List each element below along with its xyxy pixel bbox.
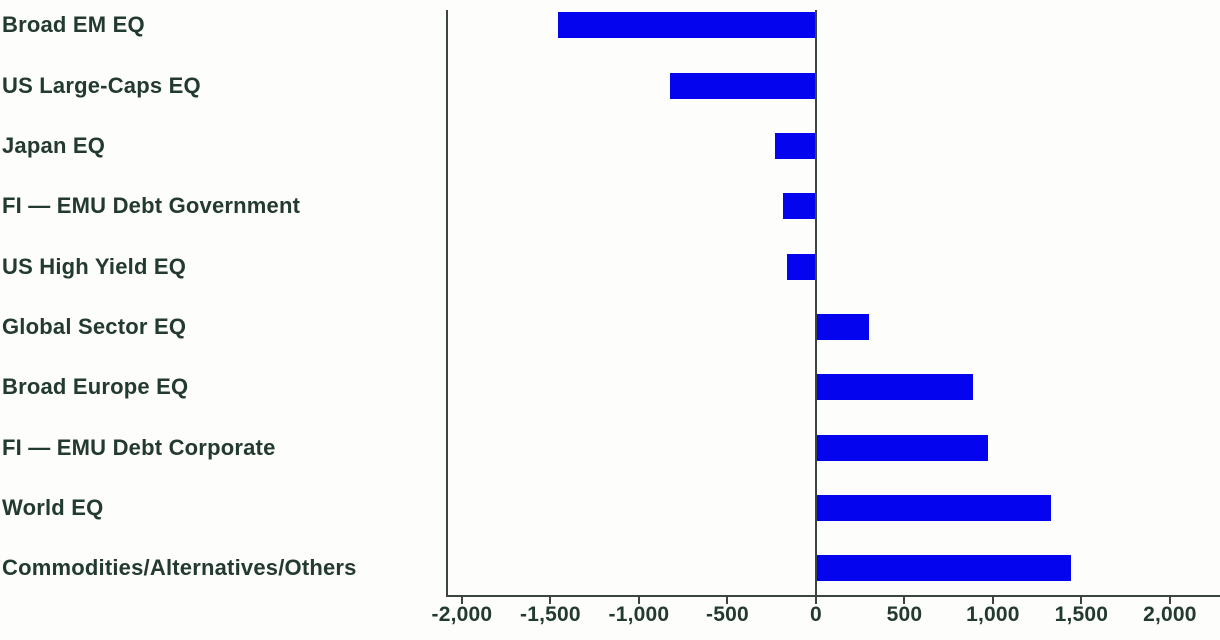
- x-axis-tick-label: -1,000: [608, 603, 670, 626]
- category-label: Broad Europe EQ: [2, 374, 189, 400]
- x-axis-tick-label: -1,500: [520, 603, 581, 626]
- bar-global-sector-eq: [815, 313, 869, 340]
- x-axis-tick: [991, 597, 994, 604]
- bar-commodities-alternatives-others: [815, 555, 1071, 582]
- bar-broad-europe-eq: [815, 374, 974, 401]
- bar-fi-emu-debt-government: [783, 193, 816, 220]
- category-label: Global Sector EQ: [2, 313, 187, 339]
- x-axis-tick: [814, 597, 817, 604]
- bar-japan-eq: [775, 132, 816, 159]
- bar-us-high-yield-eq: [786, 253, 816, 280]
- category-label: FI — EMU Debt Government: [2, 193, 301, 219]
- x-axis-tick-label: -500: [706, 603, 749, 626]
- category-label: Broad EM EQ: [2, 12, 145, 38]
- x-axis-line: [446, 595, 1220, 597]
- category-label: World EQ: [2, 494, 104, 520]
- x-axis-tick: [460, 597, 463, 604]
- x-axis-tick-label: 500: [886, 603, 923, 626]
- x-axis-tick: [726, 597, 729, 604]
- bar-fi-emu-debt-corporate: [815, 434, 989, 461]
- x-axis-tick: [637, 597, 640, 604]
- x-axis-tick: [1080, 597, 1083, 604]
- category-label: FI — EMU Debt Corporate: [2, 434, 276, 460]
- x-axis-tick: [1168, 597, 1171, 604]
- x-axis-tick-label: 0: [809, 603, 822, 626]
- y-axis-line: [446, 10, 448, 595]
- x-axis-tick-label: -2,000: [431, 603, 493, 626]
- category-label: US High Yield EQ: [2, 253, 187, 279]
- x-axis-tick: [903, 597, 906, 604]
- category-label: Commodities/Alternatives/Others: [2, 555, 357, 581]
- category-label: Japan EQ: [2, 132, 106, 158]
- x-axis-tick-label: 1,500: [1054, 603, 1109, 626]
- category-label: US Large-Caps EQ: [2, 72, 201, 98]
- zero-baseline: [814, 10, 817, 595]
- x-axis-tick-label: 1,000: [966, 603, 1020, 626]
- bar-broad-em-eq: [557, 12, 816, 39]
- x-axis-tick-label: 2,000: [1143, 603, 1197, 626]
- bar-world-eq: [815, 494, 1052, 521]
- x-axis-tick: [549, 597, 552, 604]
- bar-us-large-caps-eq: [669, 72, 816, 99]
